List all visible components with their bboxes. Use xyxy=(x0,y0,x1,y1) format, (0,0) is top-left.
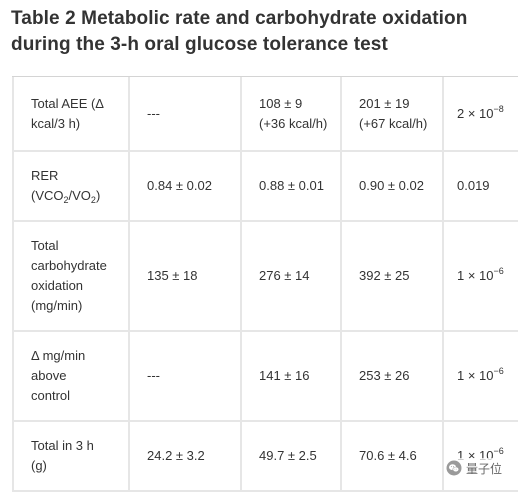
treatment-2-cell: 70.6 ± 4.6 xyxy=(341,421,444,492)
row-label-cell: RER (VCO2/VO2) xyxy=(12,151,130,222)
row-label-cell: Δ mg/min above control xyxy=(12,331,130,422)
table-row: Δ mg/min above control --- 141 ± 16 253 ± … xyxy=(12,331,518,422)
p-value-cell: 0.019 xyxy=(443,151,518,222)
control-cell: 0.84 ± 0.02 xyxy=(129,151,242,222)
table-title: Table 2 Metabolic rate and carbohydrate … xyxy=(11,8,468,55)
source-watermark: 量子位 xyxy=(444,458,505,478)
p-value-cell: 1 × 10−6 xyxy=(443,331,518,422)
treatment-1-cell: 49.7 ± 2.5 xyxy=(241,421,342,492)
table-container: Total AEE (Δ kcal/3 h) --- 108 ± 9 (+36 kc… xyxy=(12,76,518,492)
p-value-cell: 1 × 10−6 xyxy=(443,221,518,332)
treatment-2-cell: 253 ± 26 xyxy=(341,331,444,422)
metabolic-table: Total AEE (Δ kcal/3 h) --- 108 ± 9 (+36 kc… xyxy=(12,77,518,492)
table-row: Total AEE (Δ kcal/3 h) --- 108 ± 9 (+36 kc… xyxy=(12,77,518,152)
control-cell: 135 ± 18 xyxy=(129,221,242,332)
treatment-1-cell: 276 ± 14 xyxy=(241,221,342,332)
control-cell: --- xyxy=(129,331,242,422)
table-row: Total carbohydrate oxidation (mg/min) 135 ±… xyxy=(12,221,518,332)
row-label-cell: Total carbohydrate oxidation (mg/min) xyxy=(12,221,130,332)
wechat-icon xyxy=(446,460,462,476)
row-label-cell: Total in 3 h (g) xyxy=(12,421,130,492)
control-cell: 24.2 ± 3.2 xyxy=(129,421,242,492)
treatment-1-cell: 108 ± 9 (+36 kcal/h) xyxy=(241,77,342,152)
row-label-cell: Total AEE (Δ kcal/3 h) xyxy=(12,77,130,152)
table-row: Total in 3 h (g) 24.2 ± 3.2 49.7 ± 2.5 70… xyxy=(12,421,518,492)
treatment-2-cell: 392 ± 25 xyxy=(341,221,444,332)
control-cell: --- xyxy=(129,77,242,152)
table-row: RER (VCO2/VO2) 0.84 ± 0.02 0.88 ± 0.01 0.… xyxy=(12,151,518,222)
treatment-1-cell: 0.88 ± 0.01 xyxy=(241,151,342,222)
treatment-1-cell: 141 ± 16 xyxy=(241,331,342,422)
p-value-cell: 2 × 10−8 xyxy=(443,77,518,152)
watermark-text: 量子位 xyxy=(466,461,503,476)
p-value-cell: 1 × 10−6 xyxy=(443,421,518,492)
treatment-2-cell: 201 ± 19 (+67 kcal/h) xyxy=(341,77,444,152)
treatment-2-cell: 0.90 ± 0.02 xyxy=(341,151,444,222)
